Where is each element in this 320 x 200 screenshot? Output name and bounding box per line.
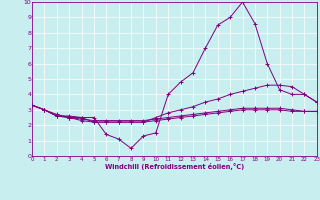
X-axis label: Windchill (Refroidissement éolien,°C): Windchill (Refroidissement éolien,°C) [105,163,244,170]
